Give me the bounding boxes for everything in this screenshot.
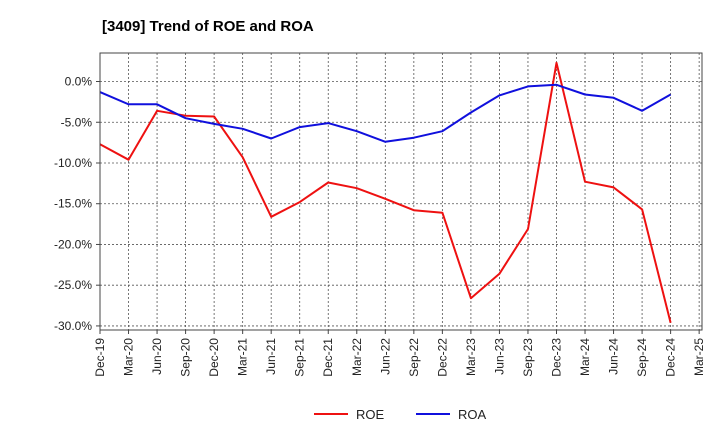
y-tick-label: -5.0% (61, 115, 93, 129)
x-tick-label: Dec-19 (93, 338, 107, 377)
y-tick-label: 0.0% (65, 75, 93, 89)
x-tick-label: Sep-22 (407, 338, 421, 377)
legend: ROE ROA (314, 407, 487, 422)
x-tick-label: Mar-20 (122, 338, 136, 376)
x-tick-label: Sep-24 (635, 338, 649, 377)
plot-frame (99, 52, 703, 331)
x-tick-label: Dec-20 (207, 338, 221, 377)
y-axis: 0.0% -5.0% -10.0% -15.0% -20.0% -25.0% -30.0% (54, 75, 100, 333)
series-line-roe (99, 61, 672, 323)
x-tick-label: Sep-20 (179, 338, 193, 377)
x-tick-label: Dec-23 (549, 338, 563, 377)
x-tick-label: Jun-21 (264, 338, 278, 375)
x-tick-label: Mar-25 (692, 338, 706, 376)
x-tick-label: Sep-21 (293, 338, 307, 377)
x-tick-label: Dec-22 (435, 338, 449, 377)
x-tick-label: Mar-22 (350, 338, 364, 376)
legend-label-roa: ROA (458, 407, 487, 422)
series-line-roa (99, 83, 672, 143)
x-tick-label: Mar-21 (236, 338, 250, 376)
y-tick-label: -20.0% (54, 237, 92, 251)
grid (99, 53, 702, 330)
x-tick-label: Jun-24 (607, 338, 621, 375)
x-tick-label: Dec-21 (321, 338, 335, 377)
x-axis: Dec-19 Mar-20 Jun-20 Sep-20 Dec-20 Mar-21 Jun-… (93, 330, 706, 377)
chart-title: [3409] Trend of ROE and ROA (102, 18, 314, 35)
x-tick-label: Sep-23 (521, 338, 535, 377)
plot-lines (99, 61, 672, 323)
x-tick-label: Dec-24 (664, 338, 678, 377)
y-tick-label: -30.0% (54, 319, 92, 333)
x-tick-label: Jun-22 (378, 338, 392, 375)
y-tick-label: -10.0% (54, 156, 92, 170)
x-tick-label: Mar-24 (578, 338, 592, 376)
x-tick-label: Jun-20 (150, 338, 164, 375)
x-tick-label: Jun-23 (492, 338, 506, 375)
legend-label-roe: ROE (356, 407, 385, 422)
y-tick-label: -15.0% (54, 197, 92, 211)
y-tick-label: -25.0% (54, 278, 92, 292)
x-tick-label: Mar-23 (464, 338, 478, 376)
